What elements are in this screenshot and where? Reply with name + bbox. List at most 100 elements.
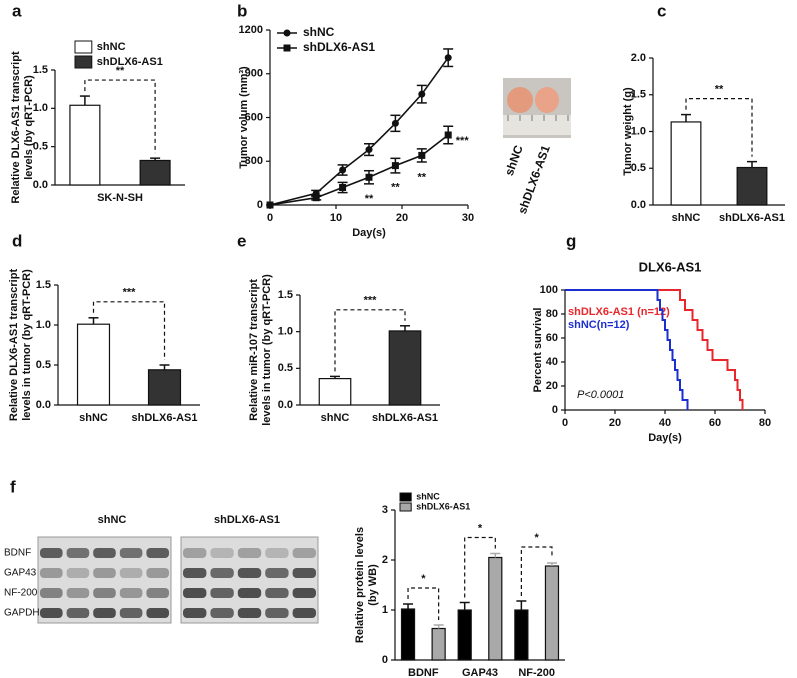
blot-band — [210, 548, 234, 558]
y-tick-label: 3 — [382, 504, 388, 516]
significance-bracket — [464, 536, 496, 598]
blot-band — [237, 588, 262, 598]
bar — [400, 608, 416, 661]
x-tick-label: GAP43 — [462, 667, 498, 678]
point — [418, 90, 426, 98]
x-tick-label: 60 — [709, 417, 721, 429]
blot-band — [183, 608, 207, 618]
blot-band — [93, 608, 116, 618]
bar — [544, 565, 560, 661]
y-tick-label: 80 — [546, 308, 558, 320]
y-tick-label: 0.0 — [278, 399, 293, 411]
blot-band — [146, 548, 169, 558]
significance-label: ** — [715, 84, 724, 96]
p-value: P<0.0001 — [577, 389, 624, 401]
y-axis-label: Relative protein levels — [354, 527, 366, 643]
point — [339, 184, 347, 191]
panel-letter: b — [237, 1, 247, 20]
panel-letter: f — [10, 477, 16, 496]
y-tick-label: 1.0 — [278, 326, 293, 338]
blot-band — [40, 608, 63, 618]
y-tick-label: 100 — [540, 284, 558, 296]
y-tick-label: 0 — [257, 199, 263, 211]
tumor — [535, 87, 559, 113]
y-axis-label: Relative miR-107 transcript — [248, 279, 260, 421]
blot-row-label: GAP43 — [4, 568, 37, 579]
blot-band — [292, 548, 316, 558]
y-axis-label: levels (by qRT-PCR) — [23, 75, 35, 180]
bar — [388, 330, 422, 406]
x-tick-label: 40 — [659, 417, 671, 429]
blot-band — [146, 588, 169, 598]
significance-label: * — [421, 573, 426, 585]
x-tick-label: NF-200 — [518, 667, 555, 678]
panel-letter: a — [12, 1, 22, 20]
blot-band — [183, 548, 207, 558]
y-tick-label: 1.0 — [631, 125, 646, 137]
blot-band — [93, 568, 116, 578]
point-annotation: ** — [391, 182, 400, 194]
legend-swatch — [74, 55, 93, 69]
blot-band — [40, 548, 63, 558]
bar — [736, 166, 768, 206]
x-tick-label: shDLX6-AS1 — [131, 412, 197, 424]
point — [391, 119, 399, 127]
point — [444, 54, 452, 62]
significance-label: * — [478, 522, 483, 534]
tumor — [507, 87, 533, 113]
y-tick-label: 0.0 — [36, 399, 51, 411]
panel-letter: e — [237, 231, 246, 250]
bar — [670, 121, 702, 206]
blot-band — [265, 548, 289, 558]
x-tick-label: BDNF — [408, 667, 439, 678]
blot-row-label: NF-200 — [4, 588, 38, 599]
legend-marker — [283, 29, 291, 37]
blot-band — [292, 588, 316, 598]
y-axis-label: Relative DLX6-AS1 transcript — [8, 269, 20, 422]
legend-label: shDLX6-AS1 — [97, 56, 163, 68]
legend-label: shDLX6-AS1 (n=12) — [568, 306, 670, 318]
survival-curve — [565, 289, 689, 410]
y-tick-label: 0 — [382, 654, 388, 666]
y-tick-label: 60 — [546, 332, 558, 344]
panel-letter: c — [657, 1, 666, 20]
bar — [431, 627, 446, 661]
y-tick-label: 2.0 — [631, 52, 646, 64]
y-axis-label: Relative DLX6-AS1 transcript — [10, 51, 22, 204]
y-tick-label: 900 — [245, 68, 263, 80]
bar — [147, 369, 182, 406]
point-annotation: *** — [456, 135, 470, 147]
panel-letter: g — [566, 231, 576, 250]
blot-band — [183, 588, 207, 598]
x-tick-label: 20 — [396, 212, 408, 224]
blot-band — [40, 588, 63, 598]
y-tick-label: 1 — [382, 604, 388, 616]
blot-band — [292, 568, 316, 578]
x-tick-label: shNC — [79, 412, 108, 424]
y-axis-label: Tumor weight (g) — [622, 87, 634, 176]
x-axis-label: Day(s) — [352, 227, 386, 239]
point — [266, 201, 274, 209]
point-annotation: ** — [418, 171, 427, 183]
point — [391, 162, 399, 170]
blot-band — [93, 548, 116, 558]
blot-band — [292, 608, 316, 618]
point — [312, 194, 320, 202]
blot-band — [146, 568, 169, 578]
y-tick-label: 1.0 — [33, 102, 48, 114]
x-tick-label: 10 — [330, 212, 342, 224]
blot-band — [93, 588, 116, 598]
y-tick-label: 0.0 — [33, 179, 48, 191]
legend-label: shDLX6-AS1 — [416, 501, 470, 511]
blot-band — [183, 568, 207, 578]
y-axis-label: Percent survival — [532, 308, 544, 393]
blot-band — [210, 608, 234, 618]
y-tick-label: 0.5 — [278, 362, 293, 374]
legend-label: shNC — [303, 25, 335, 39]
y-tick-label: 300 — [245, 155, 263, 167]
blot-band — [66, 568, 90, 578]
blot-band — [237, 548, 262, 558]
panel-letter: d — [12, 231, 22, 250]
y-tick-label: 1.0 — [36, 319, 51, 331]
blot-band — [119, 548, 143, 558]
